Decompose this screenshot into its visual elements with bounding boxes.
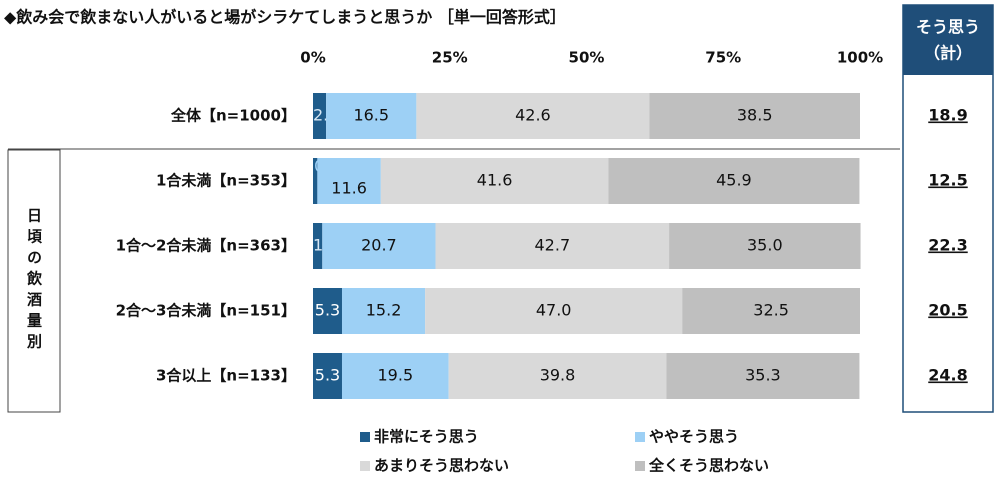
bar-segment [669,223,861,269]
legend-label: ややそう思う [649,428,739,446]
category-label: 1合未満【n=353】 [156,172,296,190]
value-label: 35.3 [745,366,781,385]
bar-segment [313,93,327,139]
bar-segment [341,353,449,399]
value-label: 42.6 [515,106,551,125]
total-value: 20.5 [928,301,967,320]
x-tick-label: 0% [300,49,325,67]
bar-segment [322,223,436,269]
total-value: 12.5 [928,171,967,190]
category-label: 全体【n=1000】 [170,107,296,125]
group-label: 日頃の飲酒量別 [25,208,43,355]
value-label: 35.0 [747,236,783,255]
bar-segment [341,288,426,334]
x-tick-label: 25% [432,49,468,67]
category-label: 1合～2合未満【n=363】 [116,237,296,255]
legend-swatch [360,432,370,442]
totals-title: （計） [924,44,972,63]
legend-label: 非常にそう思う [374,428,479,446]
legend-label: 全くそう思わない [648,457,769,475]
value-label: 42.7 [535,236,571,255]
value-label: 15.2 [366,301,402,320]
bar-segment [313,353,342,399]
value-label: 47.0 [536,301,572,320]
value-label: 41.6 [477,171,513,190]
value-label: 45.9 [716,171,752,190]
totals-title: そう思う [916,18,980,37]
total-value: 24.8 [928,366,967,385]
bar-segment [313,158,318,204]
x-tick-label: 100% [837,49,883,67]
x-tick-label: 75% [705,49,741,67]
bar-segment [317,158,381,204]
bar-segment [448,353,667,399]
value-label: 5.3 [315,301,340,320]
category-label: 3合以上【n=133】 [156,367,296,385]
bar-segment [666,353,860,399]
legend-swatch [360,461,370,471]
legend-swatch [635,461,645,471]
bar-segment [649,93,860,139]
bar-segment [435,223,670,269]
value-label: 19.5 [378,366,414,385]
value-label: 16.5 [353,106,389,125]
total-value: 22.3 [928,236,967,255]
bar-segment [682,288,860,334]
bar-segment [326,93,417,139]
value-label: 5.3 [315,366,340,385]
x-tick-label: 50% [569,49,605,67]
bar-segment [313,223,323,269]
value-label: 11.6 [331,179,367,198]
value-label: 39.8 [540,366,576,385]
bar-segment [608,158,860,204]
group-box [7,149,61,413]
bar-segment [425,288,683,334]
bar-segment [313,288,342,334]
value-label: 38.5 [737,106,773,125]
category-label: 2合～3合未満【n=151】 [116,302,296,320]
value-label: 32.5 [753,301,789,320]
chart-title: ◆飲み会で飲まない人がいると場がシラケてしまうと思うか ［単一回答形式］ [4,8,566,27]
legend-label: あまりそう思わない [374,457,509,475]
total-value: 18.9 [928,106,967,125]
totals-header [903,5,993,75]
bar-segment [380,158,609,204]
value-label: 20.7 [361,236,397,255]
legend-swatch [635,432,645,442]
bar-segment [416,93,650,139]
